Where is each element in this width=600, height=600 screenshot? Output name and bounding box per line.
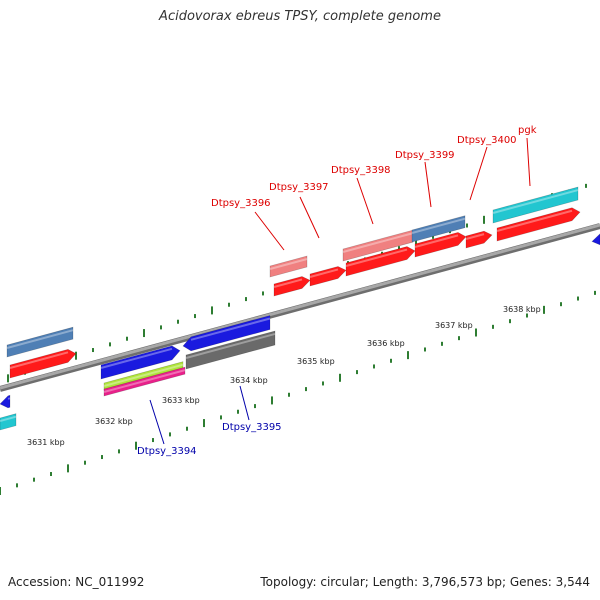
gene-feature-cyan-edge — [0, 413, 17, 431]
leader-line-top — [424, 161, 432, 208]
gene-label-bottom: Dtpsy_3394 — [137, 446, 197, 457]
gene-feature-pgk — [496, 207, 581, 242]
gene-feature-dtpsy-3395-blue — [182, 315, 271, 352]
gene-label-top: pgk — [518, 125, 537, 136]
gene-feature-dtpsy-3398-pink-highlight — [342, 232, 414, 253]
gene-feature-dtpsy-3398-pink — [342, 229, 414, 262]
scale-label: 3633 kbp — [162, 396, 200, 405]
scale-label: 3637 kbp — [435, 321, 473, 330]
leader-line-bottom — [149, 399, 165, 445]
gene-feature-steel — [6, 326, 74, 358]
leader-line-top — [526, 137, 531, 187]
scale-label: 3631 kbp — [27, 438, 65, 447]
gene-feature-red-body — [9, 349, 77, 379]
scale-label: 3638 kbp — [503, 305, 541, 314]
gene-feature-dtpsy-3400-body — [465, 230, 493, 249]
gene-feature-dtpsy-3399-highlight — [414, 234, 459, 248]
gene-feature-dtpsy-3400-highlight — [465, 233, 485, 240]
leader-line-top — [469, 146, 488, 201]
gene-feature-dtpsy-3399-steel-body — [411, 215, 466, 243]
gene-feature-gray-highlight — [185, 333, 276, 359]
label-leader-lines — [149, 137, 531, 445]
gene-feature-red-highlight — [9, 351, 69, 369]
gene-feature-pgk-body — [496, 207, 581, 242]
gene-feature-magenta-highlight — [103, 369, 186, 393]
gene-feature-dtpsy-3399 — [414, 232, 467, 258]
gene-features — [0, 186, 600, 431]
gene-feature-dtpsy-3396-pink-highlight — [269, 258, 308, 270]
gene-feature-lime-highlight — [103, 363, 184, 387]
gene-feature-dtpsy-3398 — [345, 246, 416, 277]
gene-feature-dtpsy-3394-blue — [100, 345, 181, 380]
gene-label-top: Dtpsy_3400 — [457, 135, 517, 146]
gene-feature-dtpsy-3399-body — [414, 232, 467, 258]
gene-feature-steel-body — [6, 326, 74, 358]
gene-feature-dtpsy-3395-blue-highlight — [190, 317, 271, 341]
gene-feature-pgk-cyan-body — [492, 186, 579, 224]
gene-label-top: Dtpsy_3397 — [269, 182, 329, 193]
leader-line-top — [299, 196, 320, 239]
scale-label: 3635 kbp — [297, 357, 335, 366]
gene-feature-blue-edge — [0, 394, 11, 409]
scale-label: 3634 kbp — [230, 376, 268, 385]
gene-label-bottom: Dtpsy_3395 — [222, 422, 282, 433]
gene-feature-magenta-body — [103, 366, 186, 397]
gene-feature-blue-right — [591, 233, 600, 246]
backbone-line — [0, 223, 600, 390]
gene-feature-gray-body — [185, 330, 276, 370]
gene-feature-blue-right-body — [591, 233, 600, 246]
gene-feature-pgk-highlight — [496, 209, 573, 232]
gene-feature-dtpsy-3396-body — [273, 276, 311, 297]
gene-feature-dtpsy-3398-body — [345, 246, 416, 277]
gene-feature-blue-edge-highlight — [7, 397, 11, 400]
gene-feature-dtpsy-3398-highlight — [345, 248, 408, 267]
gene-feature-pgk-cyan — [492, 186, 579, 224]
gene-feature-dtpsy-3394-blue-highlight — [100, 347, 173, 369]
gene-feature-steel-highlight — [6, 329, 74, 349]
scale-label: 3636 kbp — [367, 339, 405, 348]
leader-line-top — [356, 177, 374, 225]
gene-feature-dtpsy-3394-blue-body — [100, 345, 181, 380]
gene-feature-pgk-cyan-highlight — [492, 189, 579, 214]
gene-feature-dtpsy-3400 — [465, 230, 493, 249]
gene-feature-magenta — [103, 366, 186, 397]
gene-feature-dtpsy-3399-steel-highlight — [411, 217, 466, 234]
leader-line-bottom — [239, 385, 250, 421]
gene-feature-cyan-edge-body — [0, 413, 17, 431]
leader-line-top — [254, 211, 285, 251]
gene-feature-cyan-edge-highlight — [0, 415, 17, 422]
gene-feature-dtpsy-3397-highlight — [309, 268, 339, 278]
gene-feature-red — [9, 349, 77, 379]
accession-label: Accession: NC_011992 — [8, 575, 145, 589]
map-title: Acidovorax ebreus TPSY, complete genome — [159, 9, 441, 24]
gene-feature-blue-edge-body — [0, 394, 11, 409]
genome-backbone — [0, 223, 600, 392]
inner-tick-ruler — [0, 290, 596, 495]
gene-feature-dtpsy-3396-highlight — [273, 278, 303, 288]
scale-label: 3632 kbp — [95, 417, 133, 426]
gene-feature-dtpsy-3396 — [273, 276, 311, 297]
gene-feature-dtpsy-3398-pink-body — [342, 229, 414, 262]
gene-feature-dtpsy-3396-pink — [269, 255, 308, 278]
gene-feature-dtpsy-3397-body — [309, 266, 347, 287]
gene-label-top: Dtpsy_3399 — [395, 150, 455, 161]
genome-summary: Topology: circular; Length: 3,796,573 bp… — [260, 575, 590, 589]
gene-feature-gray — [185, 330, 276, 370]
gene-feature-dtpsy-3397 — [309, 266, 347, 287]
gene-feature-dtpsy-3395-blue-body — [182, 315, 271, 352]
gene-label-top: Dtpsy_3398 — [331, 165, 391, 176]
gene-feature-dtpsy-3399-steel — [411, 215, 466, 243]
scale-labels: 3631 kbp 3632 kbp 3633 kbp 3634 kbp 3635 kbp… — [27, 305, 541, 447]
gene-label-top: Dtpsy_3396 — [211, 198, 271, 209]
gene-feature-dtpsy-3396-pink-body — [269, 255, 308, 278]
